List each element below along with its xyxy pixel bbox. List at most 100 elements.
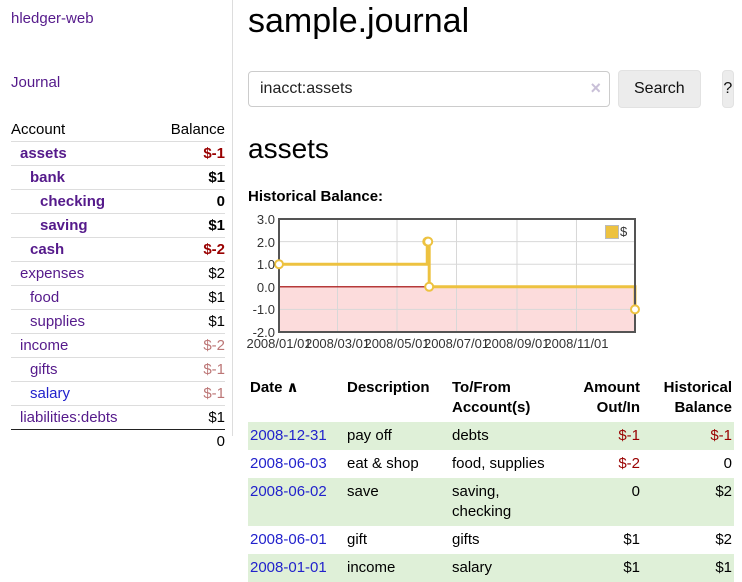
clear-search-icon[interactable]: × [590,78,601,98]
account-row: salary $-1 [11,381,225,405]
account-balance: $1 [208,217,225,234]
balance-chart-svg [274,218,640,333]
account-link-assets[interactable]: assets [20,145,67,162]
transaction-amount: 0 [631,483,640,500]
y-tick-label: 3.0 [256,212,275,227]
transaction-amount: $-1 [618,427,640,444]
account-balance: $1 [208,169,225,186]
account-link-salary[interactable]: salary [30,385,71,402]
account-row: supplies $1 [11,309,225,333]
account-row: gifts $-1 [11,357,225,381]
header-description: Description [347,379,430,396]
transaction-date-link[interactable]: 2008-01-01 [250,559,327,576]
account-row: expenses $2 [11,261,225,285]
account-balance: $1 [208,409,225,426]
transaction-accounts: saving, checking [452,483,512,520]
x-tick-label: 2008/05/01 [364,336,430,351]
account-balance: $1 [208,289,225,306]
account-link-food[interactable]: food [30,289,60,306]
register-row: 2008-01-01 income salary $1 $1 [248,554,734,582]
register-row: 2008-06-03 eat & shop food, supplies $-2… [248,450,734,478]
account-column-header: Account [11,121,66,138]
transaction-amount: $-2 [618,455,640,472]
x-tick-label: 2008/11/01 [544,336,609,351]
account-balance: 0 [216,193,225,210]
account-link-income[interactable]: income [20,337,69,354]
account-row: assets $-1 [11,141,225,165]
account-balance: $2 [208,265,225,282]
sidebar-item-journal[interactable]: Journal [11,74,61,91]
transaction-accounts: food, supplies [452,455,545,472]
account-balance: $-1 [203,145,225,162]
header-date-label: Date [250,379,283,396]
account-row: liabilities:debts $1 [11,405,225,429]
y-tick-label: -2.0 [252,325,275,340]
account-row: checking 0 [11,189,225,213]
help-button[interactable]: ? [721,70,734,108]
account-link-checking[interactable]: checking [40,193,106,210]
account-link-saving[interactable]: saving [40,217,88,234]
accounts-total-value: 0 [216,433,225,450]
account-link-cash[interactable]: cash [30,241,65,258]
account-balance: $-1 [203,385,225,402]
search-input[interactable] [248,71,610,107]
transaction-description: income [347,559,396,576]
main-content: sample.journal × Search ? assets Histori… [246,0,742,582]
transaction-date-link[interactable]: 2008-06-01 [250,531,327,548]
transaction-date-link[interactable]: 2008-06-02 [250,483,327,500]
account-row: cash $-2 [11,237,225,261]
transaction-amount: $1 [623,559,640,576]
account-balance-table: Account Balance assets $-1 bank $1 check… [11,118,225,453]
account-page-title: assets [248,133,329,164]
y-tick-label: -1.0 [252,302,275,318]
search-form: × Search ? [248,70,734,108]
transaction-balance: 0 [723,455,732,472]
transaction-date-link[interactable]: 2008-06-03 [250,455,327,472]
account-balance: $-1 [203,361,225,378]
chart-title: Historical Balance: [248,188,384,205]
register-row: 2008-06-02 save saving, checking 0 $2 [248,478,734,526]
x-tick-label: 2008/07/01 [423,336,490,351]
account-link-gifts[interactable]: gifts [30,361,58,378]
transaction-accounts: gifts [452,531,480,548]
transaction-description: pay off [347,427,392,444]
header-accounts: To/From Account(s) [452,379,531,416]
header-balance: Historical Balance [663,379,732,416]
transaction-description: eat & shop [347,455,419,472]
legend-label: $ [620,224,628,239]
accounts-total-row: 0 [11,429,225,453]
app-title-link[interactable]: hledger-web [11,10,94,27]
chart-x-axis-labels: 2008/01/01 2008/03/01 2008/05/01 2008/07/01… [246,336,688,354]
account-link-bank[interactable]: bank [30,169,66,186]
account-table-header: Account Balance [11,118,225,141]
register-row: 2008-06-01 gift gifts $1 $2 [248,526,734,554]
transaction-balance: $2 [715,531,732,548]
register-header-row: Date ∧ Description To/From Account(s) Amo… [248,376,734,422]
transaction-description: save [347,483,379,500]
chart-legend: $ [605,224,627,239]
header-amount: Amount Out/In [583,379,640,416]
transaction-balance: $2 [715,483,732,500]
page-title: sample.journal [248,2,470,40]
x-tick-label: 2008/01/01 [246,336,312,351]
transaction-accounts: debts [452,427,489,444]
transaction-date-link[interactable]: 2008-12-31 [250,427,327,444]
x-tick-label: 2008/03/01 [304,336,371,351]
account-row: saving $1 [11,213,225,237]
y-tick-label: 2.0 [256,234,275,250]
sort-asc-icon: ∧ [286,379,299,396]
search-button[interactable]: Search [618,70,701,108]
transaction-description: gift [347,531,368,548]
header-date[interactable]: Date ∧ [248,376,345,422]
x-tick-label: 2008/09/01 [484,336,550,351]
y-tick-label: 0.0 [256,279,275,295]
account-link-liabilities-debts[interactable]: liabilities:debts [20,409,118,426]
transaction-amount: $1 [623,531,640,548]
transaction-accounts: salary [452,559,493,576]
transaction-balance: $-1 [710,427,732,444]
account-link-expenses[interactable]: expenses [20,265,85,282]
sidebar: hledger-web Journal Account Balance asse… [0,0,233,450]
account-link-supplies[interactable]: supplies [30,313,86,330]
register-table: Date ∧ Description To/From Account(s) Amo… [248,376,734,582]
balance-chart: 3.0 2.0 1.0 0.0 -1.0 -2.0 2008/01/01 2008/03/0… [246,212,688,355]
